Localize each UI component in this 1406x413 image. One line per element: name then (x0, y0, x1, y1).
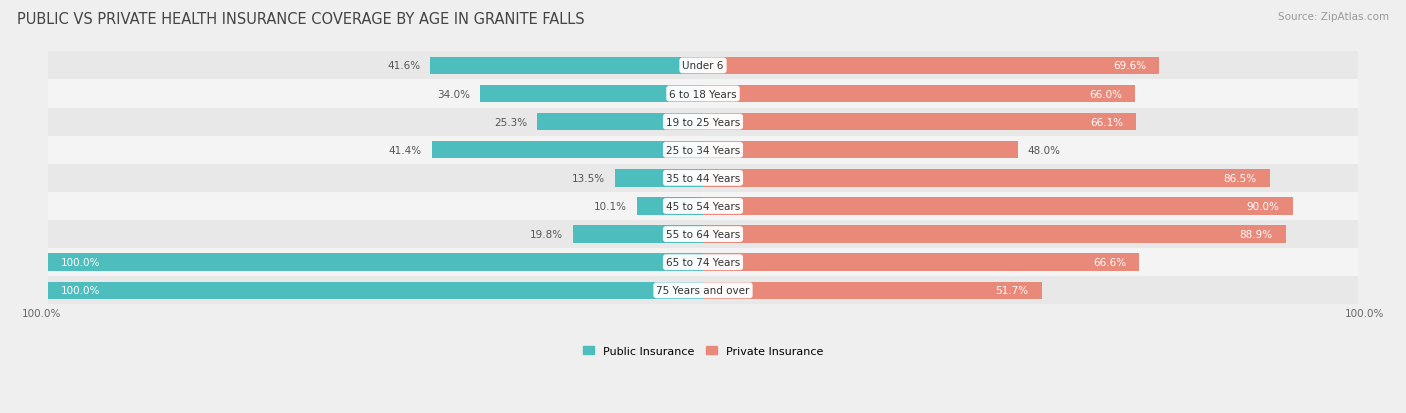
Bar (48, 108, 1358, 136)
Bar (703, 254, 1139, 271)
Bar (48, 221, 1358, 249)
Legend: Public Insurance, Private Insurance: Public Insurance, Private Insurance (579, 342, 827, 361)
Text: 35 to 44 Years: 35 to 44 Years (666, 173, 740, 183)
Bar (614, 170, 703, 187)
Text: 25 to 34 Years: 25 to 34 Years (666, 145, 740, 155)
Bar (48, 52, 1358, 80)
Text: 34.0%: 34.0% (437, 89, 471, 99)
Bar (48, 164, 1358, 192)
Text: Under 6: Under 6 (682, 61, 724, 71)
Text: 90.0%: 90.0% (1247, 202, 1279, 211)
Text: 51.7%: 51.7% (995, 286, 1029, 296)
Bar (703, 198, 1292, 215)
Text: 66.6%: 66.6% (1092, 258, 1126, 268)
Bar (48, 136, 1358, 164)
Text: 55 to 64 Years: 55 to 64 Years (666, 230, 740, 240)
Bar (703, 114, 1136, 131)
Bar (48, 254, 703, 271)
Text: PUBLIC VS PRIVATE HEALTH INSURANCE COVERAGE BY AGE IN GRANITE FALLS: PUBLIC VS PRIVATE HEALTH INSURANCE COVER… (17, 12, 585, 27)
Text: 13.5%: 13.5% (572, 173, 605, 183)
Bar (430, 57, 703, 75)
Text: 75 Years and over: 75 Years and over (657, 286, 749, 296)
Text: 88.9%: 88.9% (1239, 230, 1272, 240)
Bar (703, 226, 1285, 243)
Bar (537, 114, 703, 131)
Bar (48, 80, 1358, 108)
Bar (481, 85, 703, 103)
Text: 45 to 54 Years: 45 to 54 Years (666, 202, 740, 211)
Text: 100.0%: 100.0% (60, 258, 100, 268)
Bar (48, 277, 1358, 305)
Text: 100.0%: 100.0% (21, 308, 60, 318)
Text: 19.8%: 19.8% (530, 230, 564, 240)
Text: 65 to 74 Years: 65 to 74 Years (666, 258, 740, 268)
Bar (703, 57, 1159, 75)
Bar (703, 85, 1136, 103)
Bar (48, 192, 1358, 221)
Text: 25.3%: 25.3% (495, 117, 527, 127)
Bar (432, 142, 703, 159)
Text: Source: ZipAtlas.com: Source: ZipAtlas.com (1278, 12, 1389, 22)
Text: 41.4%: 41.4% (389, 145, 422, 155)
Text: 48.0%: 48.0% (1028, 145, 1060, 155)
Text: 69.6%: 69.6% (1112, 61, 1146, 71)
Bar (703, 282, 1042, 299)
Bar (48, 282, 703, 299)
Bar (48, 249, 1358, 277)
Text: 86.5%: 86.5% (1223, 173, 1257, 183)
Text: 10.1%: 10.1% (593, 202, 627, 211)
Text: 100.0%: 100.0% (60, 286, 100, 296)
Bar (703, 142, 1018, 159)
Text: 100.0%: 100.0% (1346, 308, 1385, 318)
Text: 19 to 25 Years: 19 to 25 Years (666, 117, 740, 127)
Bar (637, 198, 703, 215)
Text: 66.1%: 66.1% (1090, 117, 1123, 127)
Bar (574, 226, 703, 243)
Text: 6 to 18 Years: 6 to 18 Years (669, 89, 737, 99)
Bar (703, 170, 1270, 187)
Text: 66.0%: 66.0% (1090, 89, 1122, 99)
Text: 41.6%: 41.6% (388, 61, 420, 71)
